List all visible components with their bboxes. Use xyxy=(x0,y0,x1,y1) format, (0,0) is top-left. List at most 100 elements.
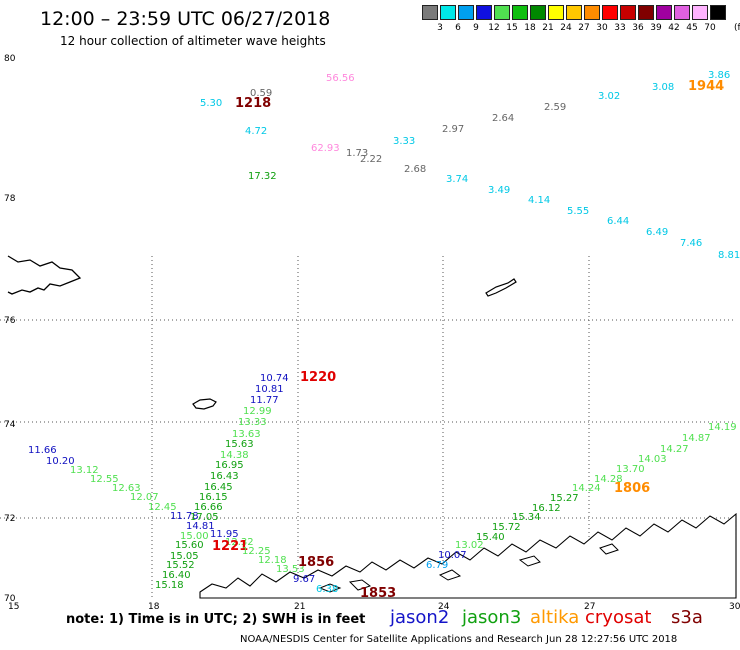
time-label: 1806 xyxy=(614,481,650,496)
scale-label: 24 xyxy=(560,23,572,33)
longitude-label: 21 xyxy=(294,602,305,612)
wave-height-label: 3.49 xyxy=(488,185,510,196)
scale-swatch xyxy=(422,5,438,20)
wave-height-label: 14.81 xyxy=(186,521,215,532)
scale-swatch xyxy=(476,5,492,20)
wave-height-label: 4.72 xyxy=(245,126,267,137)
scale-swatch xyxy=(656,5,672,20)
scale-swatch xyxy=(458,5,474,20)
scale-swatch xyxy=(566,5,582,20)
wave-height-label: 15.40 xyxy=(476,532,505,543)
satellite-legend-item: jason2 xyxy=(390,607,450,628)
map-title: 12:00 – 23:59 UTC 06/27/2018 xyxy=(40,8,331,30)
wave-height-label: 6.49 xyxy=(646,227,668,238)
scale-swatch xyxy=(548,5,564,20)
wave-height-label: 62.93 xyxy=(311,143,340,154)
wave-height-label: 2.22 xyxy=(360,154,382,165)
wave-height-label: 3.86 xyxy=(708,70,730,81)
time-label: 1856 xyxy=(298,555,334,570)
wave-height-label: 2.64 xyxy=(492,113,514,124)
wave-height-label: 6.79 xyxy=(426,560,448,571)
wave-height-label: 16.12 xyxy=(532,503,561,514)
wave-height-label: 14.27 xyxy=(660,444,689,455)
longitude-label: 15 xyxy=(8,602,19,612)
wave-height-label: 13.12 xyxy=(70,465,99,476)
wave-height-label: 16.45 xyxy=(204,482,233,493)
scale-swatch xyxy=(530,5,546,20)
scale-unit: (ft) xyxy=(734,23,740,33)
scale-label: 39 xyxy=(650,23,662,33)
time-label: 1944 xyxy=(688,79,724,94)
wave-height-label: 13.33 xyxy=(238,417,267,428)
scale-swatch xyxy=(440,5,456,20)
scale-swatch xyxy=(512,5,528,20)
time-label: 1221 xyxy=(212,539,248,554)
satellite-legend-item: s3a xyxy=(671,607,703,628)
longitude-label: 24 xyxy=(438,602,450,612)
wave-height-label: 14.19 xyxy=(708,422,737,433)
latitude-label: 80 xyxy=(4,54,16,64)
wave-height-label: 16.15 xyxy=(199,492,228,503)
wave-height-label: 13.02 xyxy=(455,540,484,551)
scale-swatch xyxy=(710,5,726,20)
wave-height-label: 12.55 xyxy=(90,474,119,485)
wave-height-label: 2.68 xyxy=(404,164,426,175)
wave-height-label: 0.59 xyxy=(250,88,272,99)
wave-height-label: 10.20 xyxy=(46,456,75,467)
wave-height-label: 11.78 xyxy=(170,511,199,522)
time-label: 1853 xyxy=(360,586,396,601)
wave-height-label: 56.56 xyxy=(326,73,355,84)
wave-height-label: 4.14 xyxy=(528,195,550,206)
scale-label: 42 xyxy=(668,23,680,33)
scale-swatch xyxy=(494,5,510,20)
wave-height-label: 11.95 xyxy=(210,529,239,540)
wave-height-label: 15.52 xyxy=(166,560,195,571)
wave-height-label: 17.05 xyxy=(190,512,219,523)
scale-label: 27 xyxy=(578,23,590,33)
wave-height-label: 5.30 xyxy=(200,98,222,109)
footer-credit: NOAA/NESDIS Center for Satellite Applica… xyxy=(240,634,678,645)
scale-label: 45 xyxy=(686,23,698,33)
wave-height-label: 15.63 xyxy=(225,439,254,450)
scale-label: 33 xyxy=(614,23,626,33)
wave-height-label: 12.32 xyxy=(225,537,254,548)
latitude-label: 72 xyxy=(4,514,15,524)
wave-height-label: 14.38 xyxy=(220,450,249,461)
wave-height-label: 10.74 xyxy=(260,373,289,384)
wave-height-label: 15.00 xyxy=(180,531,209,542)
wave-height-label: 12.18 xyxy=(258,555,287,566)
wave-height-label: 12.99 xyxy=(243,406,272,417)
map-subtitle: 12 hour collection of altimeter wave hei… xyxy=(60,34,326,48)
wave-height-label: 3.33 xyxy=(393,136,415,147)
scale-label: 3 xyxy=(437,23,443,33)
wave-height-label: 10.81 xyxy=(255,384,284,395)
wave-height-label: 16.95 xyxy=(215,460,244,471)
wave-height-label: 3.74 xyxy=(446,174,468,185)
latitude-label: 76 xyxy=(4,316,16,326)
latitude-label: 70 xyxy=(4,594,16,604)
scale-swatch xyxy=(620,5,636,20)
scale-label: 36 xyxy=(632,23,644,33)
scale-label: 9 xyxy=(473,23,479,33)
latitude-label: 78 xyxy=(4,194,16,204)
scale-swatch xyxy=(602,5,618,20)
coastline xyxy=(7,255,737,599)
wave-height-label: 14.28 xyxy=(594,474,623,485)
wave-height-label: 11.77 xyxy=(250,395,279,406)
longitude-label: 27 xyxy=(584,602,595,612)
greenland-coast xyxy=(7,255,82,295)
scale-label: 18 xyxy=(524,23,536,33)
wave-height-label: 10.07 xyxy=(438,550,467,561)
scale-label: 30 xyxy=(596,23,608,33)
wave-height-label: 15.18 xyxy=(155,580,184,591)
wave-height-label: 2.59 xyxy=(544,102,566,113)
time-label: 1220 xyxy=(300,370,336,385)
latitude-label: 74 xyxy=(4,420,16,430)
wave-height-label: 6.38 xyxy=(316,584,338,595)
wave-height-label: 15.72 xyxy=(492,522,521,533)
wave-height-label: 13.53 xyxy=(276,564,305,575)
coastal-islands xyxy=(318,543,619,593)
satellite-legend-item: jason3 xyxy=(462,607,522,628)
